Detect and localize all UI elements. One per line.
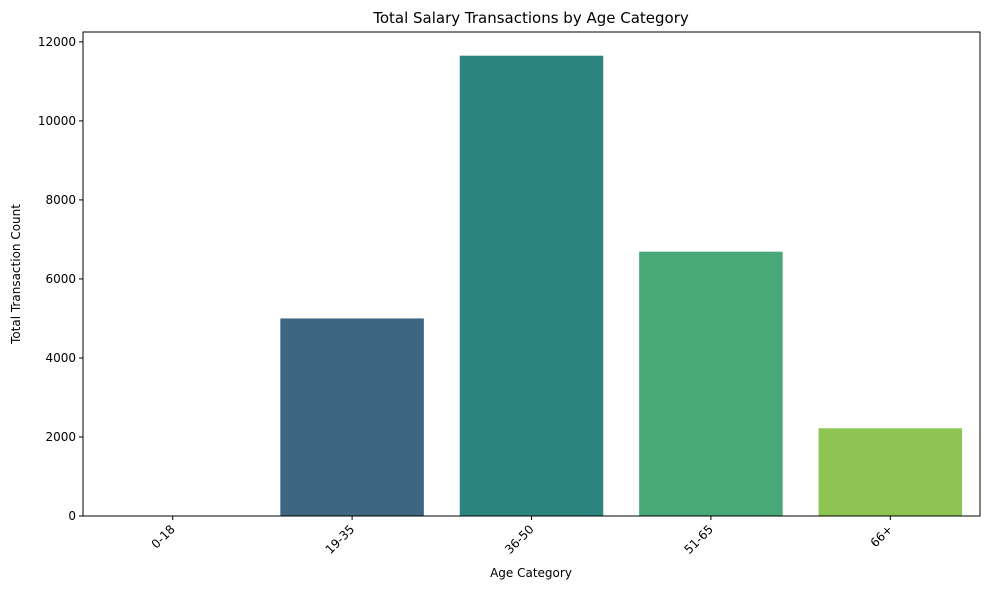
y-tick-label: 10000 [38,114,76,128]
y-tick-label: 12000 [38,35,76,49]
y-tick-label: 8000 [45,193,76,207]
y-tick-label: 4000 [45,351,76,365]
x-tick-label: 0-18 [149,522,178,551]
bar-66+ [818,428,963,516]
x-axis-label: Age Category [490,566,572,580]
y-tick-label: 2000 [45,430,76,444]
bar-19-35 [280,318,424,516]
y-tick-label: 6000 [45,272,76,286]
y-axis: 0 2000 4000 6000 8000 10000 12000 [38,35,83,523]
y-axis-label: Total Transaction Count [9,204,23,345]
plot-area [280,55,963,517]
x-tick-label: 19-35 [323,522,358,557]
chart-title: Total Salary Transactions by Age Categor… [372,9,689,27]
x-tick-label: 51-65 [681,522,716,557]
x-axis: 0-18 19-35 36-50 51-65 66+ [149,516,896,557]
x-tick-label: 36-50 [502,522,537,557]
bar-36-50 [459,55,604,517]
y-tick-label: 0 [68,509,76,523]
bar-51-65 [639,251,783,516]
x-tick-label: 66+ [868,522,896,550]
